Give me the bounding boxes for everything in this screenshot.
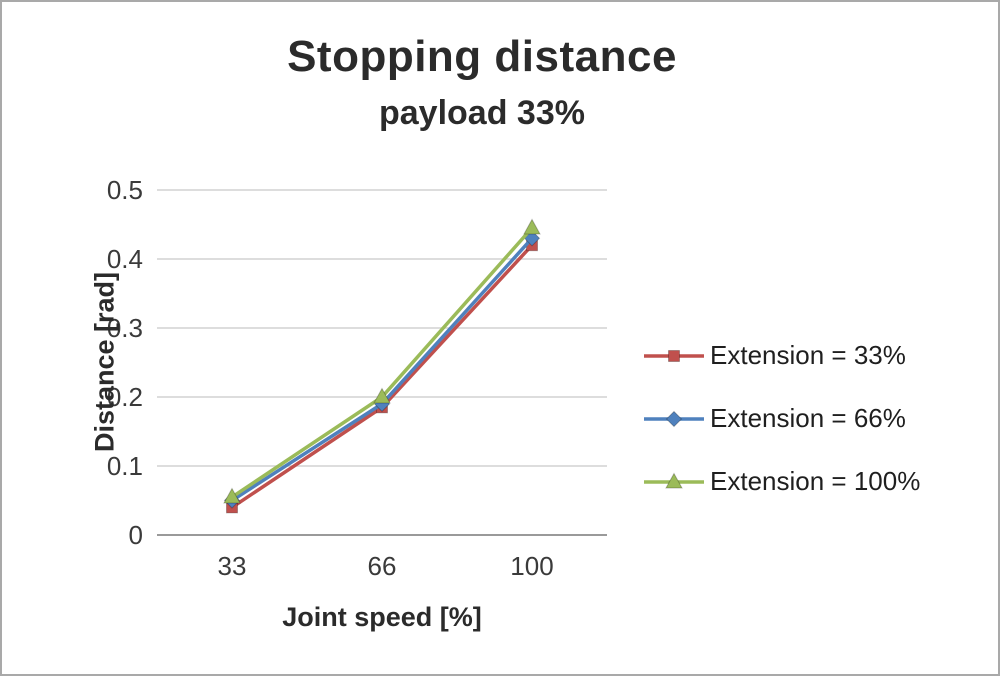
legend-triangle-marker-icon bbox=[644, 471, 704, 488]
legend-entry: Extension = 66% bbox=[644, 403, 920, 434]
diamond-marker bbox=[665, 410, 683, 427]
legend-label: Extension = 33% bbox=[710, 340, 906, 370]
triangle-marker bbox=[223, 487, 241, 504]
square-marker bbox=[668, 349, 680, 362]
y-axis-title: Distance [rad] bbox=[89, 271, 120, 453]
x-tick-label: 33 bbox=[218, 551, 247, 581]
x-axis-title: Joint speed [%] bbox=[282, 602, 482, 632]
legend-square-marker-icon bbox=[644, 349, 704, 362]
series-line bbox=[231, 226, 534, 499]
triangle-marker bbox=[373, 387, 391, 404]
legend-entry: Extension = 33% bbox=[644, 340, 920, 371]
x-tick-label: 66 bbox=[368, 551, 397, 581]
chart-subtitle: payload 33% bbox=[379, 94, 585, 132]
y-tick-label: 0.2 bbox=[107, 382, 143, 412]
chart-title: Stopping distance bbox=[287, 32, 677, 81]
y-tick-label: 0.3 bbox=[107, 313, 143, 343]
legend-label: Extension = 100% bbox=[710, 466, 921, 496]
legend: Extension = 33% Extension = 66% Extensio… bbox=[644, 340, 920, 497]
plot-area: 0 0.1 0.2 0.3 0.4 0.5 33 66 100 bbox=[107, 175, 607, 581]
y-tick-label: 0.1 bbox=[107, 451, 143, 481]
legend-label: Extension = 66% bbox=[710, 403, 906, 433]
y-tick-label: 0.4 bbox=[107, 244, 143, 274]
y-tick-label: 0.5 bbox=[107, 175, 143, 205]
legend-entry: Extension = 100% bbox=[644, 466, 920, 497]
triangle-marker bbox=[665, 471, 683, 488]
legend-diamond-marker-icon bbox=[644, 410, 704, 427]
x-tick-label: 100 bbox=[510, 551, 553, 581]
y-tick-label: 0 bbox=[129, 520, 143, 550]
triangle-marker bbox=[523, 218, 541, 235]
